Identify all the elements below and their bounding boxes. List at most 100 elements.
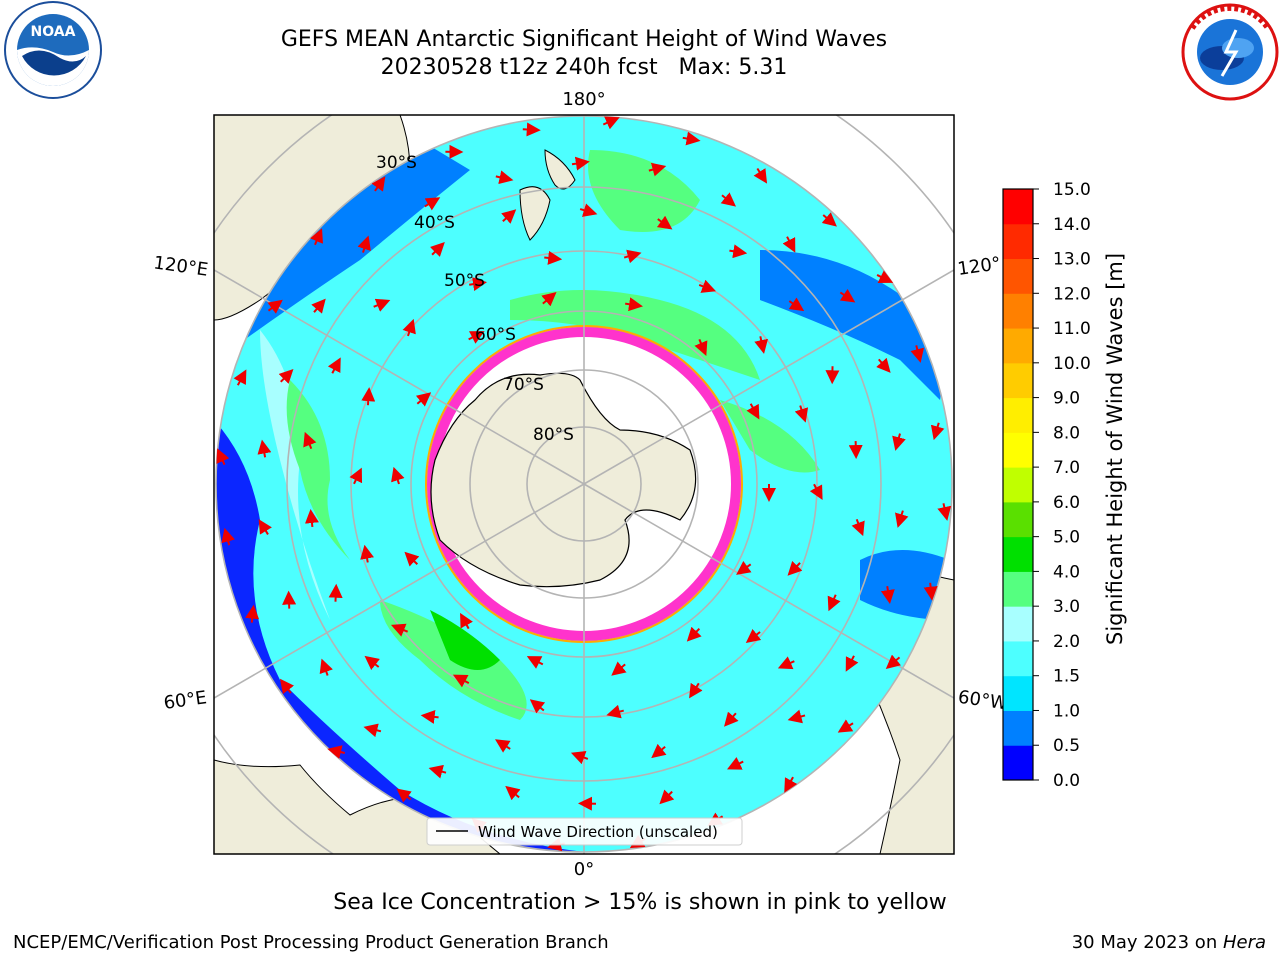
colorbar-tick-label: 13.0 <box>1053 250 1091 270</box>
wave-direction-arrow <box>469 277 487 292</box>
wave-direction-arrow <box>303 431 317 450</box>
colorbar-tick-label: 11.0 <box>1053 319 1091 339</box>
colorbar-swatch <box>1003 640 1033 677</box>
wave-direction-arrow <box>570 751 589 765</box>
wave-direction-arrow <box>216 448 230 466</box>
wave-direction-arrow <box>839 288 856 303</box>
lon-label-180: 180° <box>562 89 605 110</box>
wave-direction-arrow <box>724 711 739 727</box>
wave-direction-arrow <box>257 439 272 458</box>
wave-direction-arrow <box>571 156 590 171</box>
wave-direction-arrow <box>821 212 837 227</box>
colorbar-tick-label: 15.0 <box>1053 180 1091 200</box>
wave-direction-arrow <box>357 235 371 253</box>
colorbar-tick-label: 6.0 <box>1053 493 1080 513</box>
map-border <box>213 114 955 855</box>
wave-direction-arrow <box>648 162 667 177</box>
wave-direction-arrow <box>876 357 891 373</box>
colorbar-tick-label: 14.0 <box>1053 215 1091 235</box>
colorbar-swatch <box>1003 571 1033 607</box>
wave-direction-arrow <box>754 336 769 354</box>
wave-direction-arrow <box>279 678 295 695</box>
wave-direction-arrow <box>371 176 386 192</box>
wave-direction-arrow <box>910 345 925 363</box>
noaa-logo: NOAA <box>4 1 102 99</box>
wave-direction-arrow <box>745 628 762 644</box>
wave-direction-arrow <box>787 560 803 576</box>
lat-label-40s: 40°S <box>414 213 455 233</box>
wave-direction-arrow <box>682 131 701 146</box>
lat-label-80s: 80°S <box>533 425 574 445</box>
colorbar-swatch <box>1003 328 1033 364</box>
wave-direction-arrow <box>404 551 420 567</box>
lat-label-30s: 30°S <box>376 153 417 173</box>
wave-direction-arrow <box>310 228 323 246</box>
colorbar-swatch <box>1003 293 1033 329</box>
colorbar-swatch <box>1003 536 1033 572</box>
wave-direction-arrow <box>937 503 952 521</box>
colorbar-tick-label: 7.0 <box>1053 458 1080 478</box>
wave-direction-arrow <box>736 560 752 575</box>
wave-direction-arrow <box>452 674 470 688</box>
wave-direction-arrow <box>420 709 439 724</box>
colorbar-swatch <box>1003 501 1033 538</box>
lon-label-60w: 60°W <box>957 687 1009 715</box>
wave-direction-arrow <box>428 764 447 779</box>
lat-label-60s: 60°S <box>475 325 516 345</box>
wave-direction-arrow <box>501 209 517 224</box>
colorbar-swatch <box>1003 397 1033 433</box>
colorbar-tick-label: 4.0 <box>1053 562 1080 582</box>
wave-direction-arrow <box>278 369 294 384</box>
wave-direction-arrow <box>522 122 541 137</box>
wave-direction-arrow <box>221 527 235 546</box>
wave-direction-arrow <box>327 745 346 759</box>
wave-direction-arrow <box>541 291 557 307</box>
wave-direction-arrow <box>424 197 441 211</box>
wave-direction-arrow <box>396 788 412 803</box>
wave-direction-arrow <box>495 170 514 185</box>
wave-direction-arrow <box>258 519 272 535</box>
map-frame: Wind Wave Direction (unscaled) <box>214 115 954 854</box>
colorbar-swatch <box>1003 606 1033 642</box>
wave-direction-arrow <box>895 510 909 528</box>
colorbar-swatch <box>1003 745 1033 781</box>
colorbar-swatch <box>1003 467 1033 503</box>
wave-direction-arrow <box>809 483 823 501</box>
wave-direction-arrow <box>579 203 598 217</box>
wave-direction-arrow <box>656 215 673 230</box>
wave-direction-arrow <box>729 244 748 259</box>
colorbar-tick-label: 5.0 <box>1053 528 1080 548</box>
chart-title: GEFS MEAN Antarctic Significant Height o… <box>280 27 888 52</box>
wave-direction-arrow <box>327 357 341 374</box>
wave-direction-arrow <box>623 249 642 264</box>
colorbar-tick-label: 3.0 <box>1053 597 1080 617</box>
wave-direction-arrow <box>651 743 667 759</box>
wave-direction-arrow <box>892 433 906 451</box>
wave-direction-arrow <box>361 387 376 406</box>
lon-label-120e: 120°E <box>152 252 209 280</box>
wave-direction-arrow <box>282 590 297 609</box>
wave-direction-arrow <box>319 658 333 676</box>
wave-direction-arrow <box>415 392 432 407</box>
wave-direction-arrow <box>720 192 737 207</box>
colorbar-tick-label: 0.5 <box>1053 736 1080 756</box>
wave-direction-arrow <box>360 544 374 563</box>
wave-direction-arrow <box>304 509 319 528</box>
colorbar-swatch <box>1003 258 1033 294</box>
colorbar-swatch <box>1003 432 1033 468</box>
colorbar-tick-label: 2.0 <box>1053 632 1080 652</box>
wave-direction-arrow <box>727 757 744 770</box>
wave-direction-arrow <box>777 656 795 670</box>
footer-date: 30 May 2023 on Hera <box>1072 932 1266 953</box>
wave-direction-arrow <box>930 422 945 441</box>
lon-label-120w: 120° <box>956 253 1002 280</box>
wave-direction-arrow <box>468 331 485 344</box>
wave-direction-arrow <box>782 236 796 253</box>
wave-direction-arrow <box>391 466 405 485</box>
colorbar: 0.0 0.5 1.0 1.5 2.0 3.0 4.0 5.0 6.0 7.0 8.0 9.0 10.0… <box>1002 180 1091 791</box>
legend: Wind Wave Direction (unscaled) <box>426 817 743 846</box>
wave-direction-arrow <box>659 789 675 805</box>
wave-direction-arrow <box>606 704 624 719</box>
colorbar-swatch <box>1003 189 1033 225</box>
colorbar-tick-label: 9.0 <box>1053 389 1080 409</box>
